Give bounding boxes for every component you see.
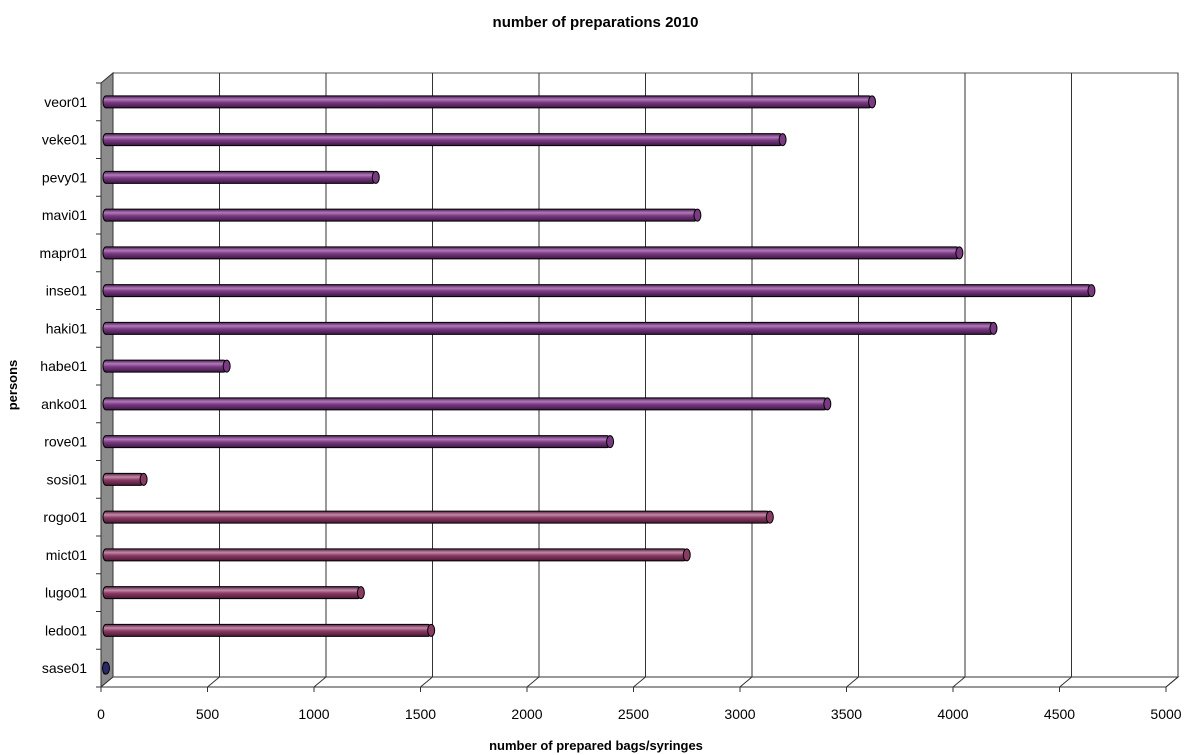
bar-mict01: [103, 549, 690, 561]
bar-inse01: [103, 285, 1095, 297]
bar-mavi01: [103, 209, 701, 221]
y-tick-label-mict01: mict01: [46, 547, 87, 563]
y-tick-label-anko01: anko01: [41, 396, 87, 412]
y-axis-title: persons: [5, 360, 20, 411]
bar-habe01: [103, 360, 230, 372]
y-tick-label-sosi01: sosi01: [47, 471, 88, 487]
bar-mapr01: [103, 247, 963, 259]
y-tick-label-veke01: veke01: [42, 132, 87, 148]
x-tick-label-5000: 5000: [1150, 706, 1181, 722]
y-tick-label-veor01: veor01: [44, 94, 87, 110]
y-tick-label-habe01: habe01: [40, 358, 87, 374]
bar-lugo01: [103, 587, 364, 599]
x-tick-label-2000: 2000: [511, 706, 542, 722]
bar-anko01: [103, 398, 831, 410]
x-axis-title: number of prepared bags/syringes: [489, 738, 703, 753]
x-tick-label-2500: 2500: [618, 706, 649, 722]
x-tick-label-1500: 1500: [405, 706, 436, 722]
bar-rogo01: [103, 511, 773, 523]
y-tick-label-mapr01: mapr01: [40, 245, 88, 261]
bar-veor01: [103, 96, 876, 108]
bar-ledo01: [103, 624, 435, 636]
y-tick-label-rove01: rove01: [44, 434, 87, 450]
bar-rove01: [103, 436, 614, 448]
y-tick-label-pevy01: pevy01: [42, 169, 87, 185]
x-tick-labels: 0 500 1000 1500 2000 2500 3000 3500 4000 4500 5000: [97, 687, 1182, 722]
y-tick-labels: veor01 veke01 pevy01 mavi01 mapr01 inse01 haki…: [40, 83, 101, 687]
bar-veke01: [103, 134, 786, 146]
bar-haki01: [103, 322, 997, 334]
y-tick-label-inse01: inse01: [46, 283, 87, 299]
bar-sosi01: [103, 473, 147, 485]
y-tick-label-haki01: haki01: [46, 320, 87, 336]
x-tick-label-500: 500: [196, 706, 220, 722]
x-tick-label-1000: 1000: [298, 706, 329, 722]
bar-sase01: [103, 662, 110, 674]
y-tick-label-ledo01: ledo01: [45, 622, 87, 638]
y-tick-label-rogo01: rogo01: [43, 509, 87, 525]
bar-pevy01: [103, 171, 379, 183]
x-tick-label-0: 0: [97, 706, 105, 722]
x-tick-label-4500: 4500: [1044, 706, 1075, 722]
x-tick-label-3000: 3000: [724, 706, 755, 722]
y-tick-label-sase01: sase01: [42, 660, 87, 676]
x-tick-label-4000: 4000: [937, 706, 968, 722]
y-tick-label-lugo01: lugo01: [45, 585, 87, 601]
y-tick-label-mavi01: mavi01: [42, 207, 87, 223]
x-tick-label-3500: 3500: [831, 706, 862, 722]
